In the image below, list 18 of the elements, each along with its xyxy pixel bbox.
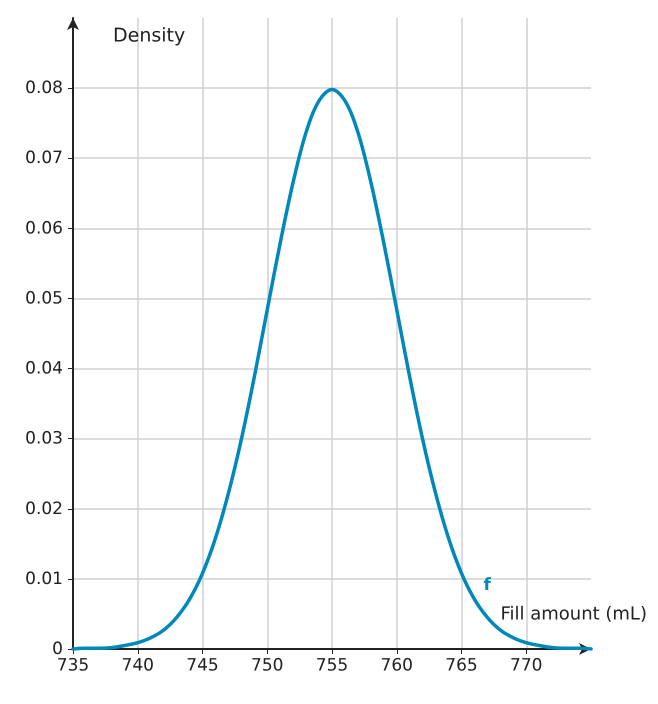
y-tick-label: 0.06 [25, 218, 63, 238]
x-axis-title: Fill amount (mL) [500, 604, 647, 624]
x-tick-label: 755 [316, 656, 348, 676]
x-tick-label: 750 [251, 656, 284, 676]
y-tick-label: 0.07 [25, 148, 63, 168]
series-label: f [483, 575, 492, 596]
y-tick-label: 0.05 [25, 288, 63, 308]
x-tick-label: 745 [186, 656, 219, 676]
y-tick-label: 0.02 [25, 498, 63, 519]
y-tick-label: 0.04 [25, 358, 63, 379]
y-tick-label: 0.01 [25, 568, 63, 589]
x-tick-label: 765 [445, 656, 478, 676]
y-tick-label: 0.08 [25, 78, 63, 98]
x-tick-label: 770 [510, 656, 542, 676]
y-tick-label: 0.03 [25, 428, 63, 449]
x-tick-label: 760 [380, 656, 413, 676]
x-tick-label: 740 [122, 656, 154, 676]
y-axis-title: Density [113, 24, 186, 46]
